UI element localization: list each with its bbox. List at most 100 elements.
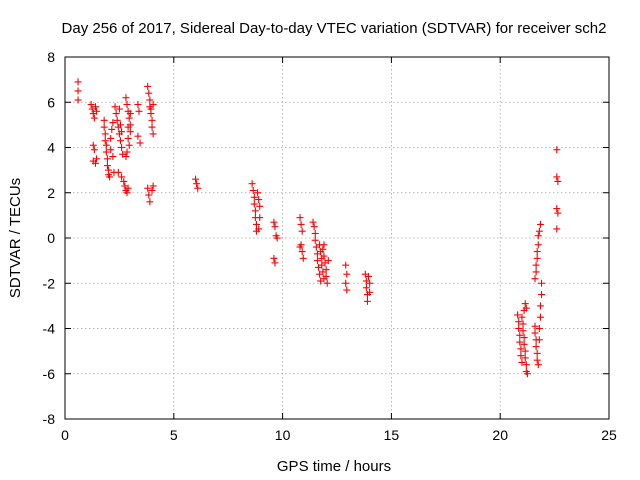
data-point	[523, 370, 531, 378]
data-point	[100, 116, 108, 124]
data-point	[93, 107, 101, 115]
data-point	[522, 361, 530, 369]
data-point	[252, 220, 260, 228]
data-point	[296, 214, 304, 222]
data-point	[134, 101, 142, 109]
data-point	[126, 110, 134, 118]
data-point	[135, 107, 143, 115]
x-tick-labels: 0 5 10 15 20 25	[61, 427, 617, 443]
data-point	[515, 318, 523, 326]
data-point	[149, 130, 157, 138]
data-point	[535, 325, 543, 332]
data-point	[322, 272, 330, 280]
data-point	[107, 134, 115, 142]
data-point	[109, 119, 117, 127]
grid-lines	[65, 57, 609, 419]
x-tick-label: 10	[275, 427, 291, 443]
chart-title: Day 256 of 2017, Sidereal Day-to-day VTE…	[62, 20, 607, 37]
data-point	[111, 103, 119, 111]
data-point	[90, 146, 98, 154]
data-point	[517, 352, 525, 360]
data-point	[194, 184, 202, 192]
data-point	[532, 268, 540, 276]
y-tick-label: 2	[47, 185, 55, 201]
data-point	[113, 116, 121, 124]
data-point	[533, 356, 541, 364]
data-point	[107, 146, 115, 154]
data-point	[146, 96, 154, 104]
data-point	[145, 191, 153, 199]
y-tick-label: 8	[47, 49, 55, 65]
data-point	[553, 173, 561, 181]
data-point	[553, 146, 561, 154]
data-point	[90, 114, 98, 122]
data-point	[87, 101, 95, 109]
data-point	[125, 141, 133, 149]
data-point	[145, 89, 153, 97]
data-point	[248, 180, 256, 188]
data-point	[320, 252, 328, 260]
data-point	[103, 162, 111, 170]
data-point	[271, 259, 279, 267]
y-tick-label: -8	[43, 411, 56, 427]
data-point	[125, 114, 133, 122]
data-point	[112, 110, 120, 118]
data-point	[250, 193, 258, 201]
data-point	[521, 300, 529, 308]
data-point	[120, 177, 128, 185]
data-point	[515, 325, 523, 332]
data-point	[124, 134, 132, 142]
data-point	[118, 128, 126, 136]
data-point	[108, 125, 116, 133]
data-point	[74, 78, 82, 86]
data-point	[533, 254, 541, 262]
y-tick-label: 6	[47, 94, 55, 110]
data-point	[122, 153, 130, 161]
data-point	[311, 236, 319, 244]
data-point	[517, 345, 525, 353]
data-point	[535, 336, 543, 344]
data-point	[91, 103, 99, 111]
data-point	[296, 243, 304, 251]
data-point	[518, 313, 526, 321]
data-point	[123, 148, 131, 156]
data-point	[324, 257, 332, 265]
data-point	[148, 123, 156, 131]
data-point	[310, 223, 318, 231]
data-point	[299, 254, 307, 262]
data-point	[536, 313, 544, 321]
data-point	[123, 101, 131, 109]
data-point	[146, 198, 154, 206]
data-point	[363, 297, 371, 305]
data-point	[536, 302, 544, 310]
data-point	[126, 128, 134, 136]
data-point	[270, 254, 278, 262]
data-point	[365, 272, 373, 280]
data-point	[313, 257, 321, 265]
y-tick-labels: -8 -6 -4 -2 0 2 4 6 8	[43, 49, 56, 427]
data-point	[521, 347, 529, 355]
data-point	[516, 338, 524, 346]
data-point	[322, 266, 330, 274]
data-point	[553, 205, 561, 213]
data-point	[122, 94, 130, 102]
data-point	[522, 304, 530, 312]
data-point	[538, 291, 546, 299]
data-point	[102, 141, 110, 149]
y-tick-label: -6	[43, 366, 56, 382]
data-point	[149, 101, 157, 109]
data-point	[254, 189, 262, 197]
data-point	[192, 175, 200, 183]
data-point	[101, 130, 109, 138]
data-point	[89, 141, 97, 149]
data-point	[93, 155, 101, 163]
data-point	[297, 220, 305, 228]
data-point	[147, 105, 155, 113]
data-point	[102, 148, 110, 156]
data-point	[538, 279, 546, 287]
data-point	[518, 358, 526, 366]
data-point	[362, 284, 370, 292]
data-point	[343, 270, 351, 278]
data-point	[519, 320, 527, 328]
data-point	[103, 155, 111, 163]
